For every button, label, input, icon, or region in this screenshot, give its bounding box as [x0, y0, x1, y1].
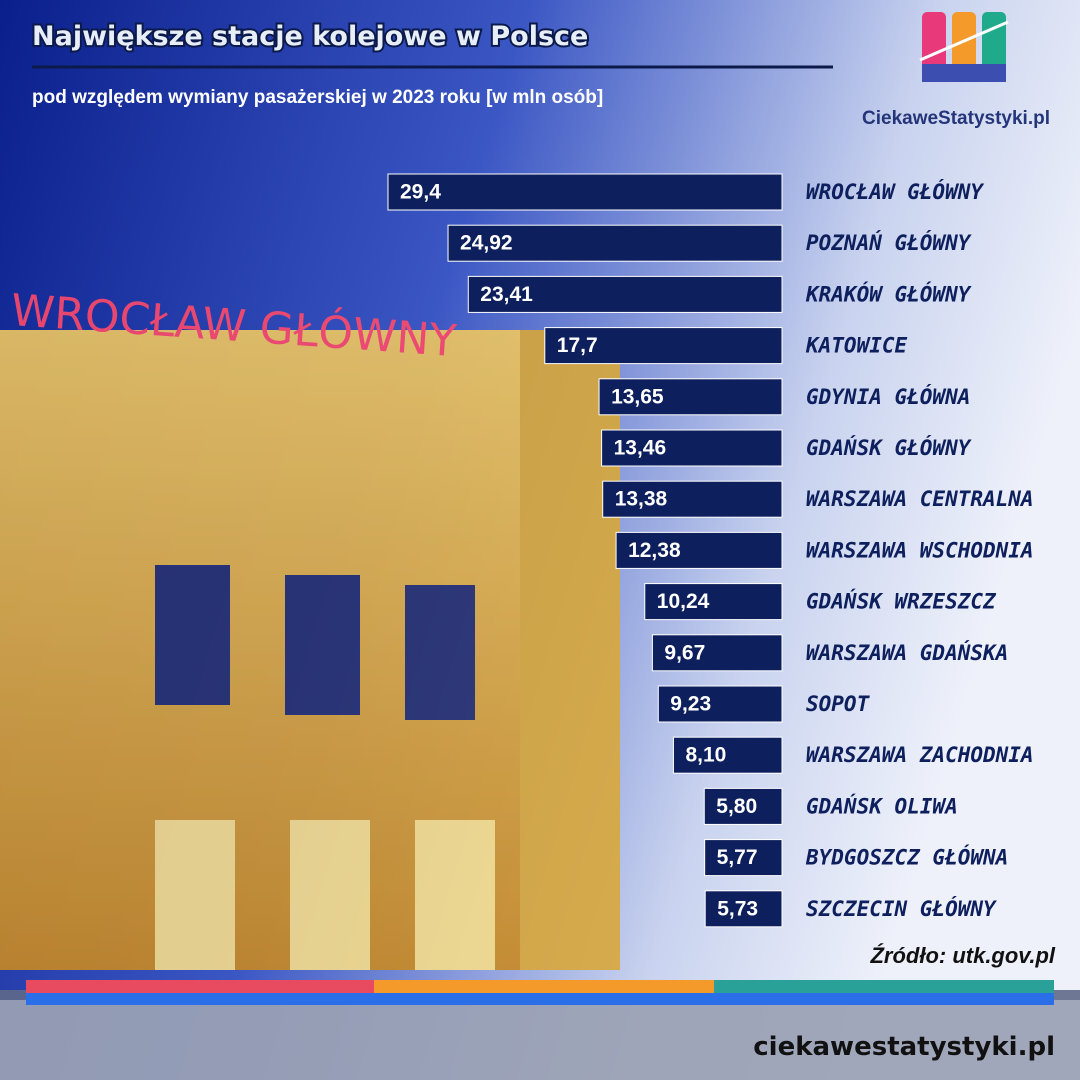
- value-label: 9,67: [664, 641, 705, 664]
- value-label: 5,77: [717, 846, 758, 869]
- brand: CiekaweStatystyki.pl: [862, 108, 1050, 129]
- bar: [703, 787, 783, 825]
- logo: [919, 12, 1009, 82]
- value-label: 8,10: [685, 744, 726, 767]
- category-label: KRAKÓW GŁÓWNY: [805, 281, 972, 306]
- stripe: [714, 980, 1054, 993]
- value-label: 5,73: [717, 897, 758, 920]
- bar: [672, 736, 783, 774]
- footer-band: [0, 1000, 1080, 1080]
- bar: [601, 429, 783, 467]
- bar: [657, 685, 783, 723]
- category-label: WARSZAWA ZACHODNIA: [806, 743, 1034, 767]
- value-label: 29,4: [400, 181, 441, 204]
- category-label: GDAŃSK GŁÓWNY: [806, 435, 972, 460]
- category-label: WARSZAWA CENTRALNA: [806, 487, 1034, 511]
- stripe: [26, 993, 1054, 1005]
- footer: ciekawestatystyki.pl: [753, 1032, 1055, 1062]
- category-label: GDYNIA GŁÓWNA: [806, 384, 970, 409]
- value-label: 13,38: [615, 488, 668, 511]
- category-label: SZCZECIN GŁÓWNY: [806, 896, 997, 921]
- bar: [615, 531, 783, 569]
- value-label: 12,38: [628, 539, 681, 562]
- value-label: 9,23: [670, 693, 711, 716]
- bar: [704, 839, 783, 877]
- chart-subtitle: pod względem wymiany pasażerskiej w 2023…: [32, 87, 603, 108]
- stripe: [26, 980, 374, 993]
- stripe: [374, 980, 714, 993]
- bar: [447, 224, 783, 262]
- bar: [602, 480, 783, 518]
- value-label: 24,92: [460, 232, 513, 255]
- value-label: 13,46: [614, 437, 667, 460]
- value-label: 10,24: [657, 590, 710, 613]
- bar: [387, 173, 783, 211]
- bar: [644, 583, 783, 621]
- bar: [467, 275, 783, 313]
- category-label: KATOWICE: [805, 334, 908, 358]
- category-label: WARSZAWA WSCHODNIA: [806, 538, 1034, 562]
- category-label: GDAŃSK OLIWA: [806, 793, 958, 818]
- category-label: WROCŁAW GŁÓWNY: [806, 179, 984, 204]
- category-label: WARSZAWA GDAŃSKA: [806, 640, 1008, 665]
- category-label: POZNAŃ GŁÓWNY: [806, 230, 972, 255]
- value-label: 5,80: [716, 795, 757, 818]
- value-label: 13,65: [611, 385, 664, 408]
- source: Źródło: utk.gov.pl: [869, 943, 1055, 968]
- chart-title: Największe stacje kolejowe w Polsce: [32, 21, 588, 52]
- bar: [544, 327, 783, 365]
- category-label: BYDGOSZCZ GŁÓWNA: [805, 845, 1008, 870]
- bar: [704, 890, 783, 928]
- bar: [651, 634, 783, 672]
- category-label: GDAŃSK WRZESZCZ: [806, 589, 997, 614]
- value-label: 17,7: [557, 334, 598, 357]
- bar: [598, 378, 783, 416]
- category-label: SOPOT: [806, 692, 871, 716]
- value-label: 23,41: [480, 283, 533, 306]
